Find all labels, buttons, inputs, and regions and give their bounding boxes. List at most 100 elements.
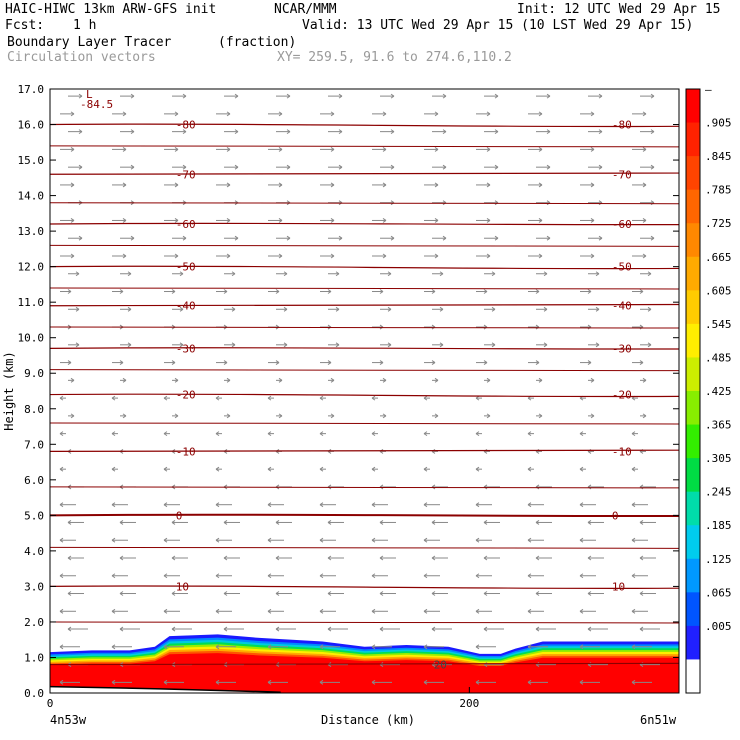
vector-arrow: [372, 182, 387, 188]
colorbar-swatch: [686, 189, 700, 224]
vector-arrow: [172, 342, 184, 348]
vector-arrow: [224, 413, 231, 419]
colorbar-swatch: [686, 659, 700, 694]
fcst-label: Fcst:: [5, 18, 45, 33]
colorbar-label: .605: [705, 284, 732, 297]
y-tick-label: 15.0: [18, 154, 45, 167]
y-tick-label: 13.0: [18, 225, 45, 238]
isotherm-label: -50: [612, 261, 632, 274]
vector-arrow: [328, 377, 335, 383]
vector-arrow: [640, 93, 655, 99]
vector-arrow: [120, 93, 135, 99]
vector-arrow: [319, 431, 326, 437]
tracer-band-8: [50, 653, 679, 693]
vector-arrow: [580, 146, 595, 152]
vector-arrow: [632, 360, 644, 365]
vector-arrow: [372, 289, 384, 294]
vector-arrow: [276, 342, 288, 348]
colorbar-label: .545: [705, 318, 732, 331]
vector-arrow: [528, 360, 540, 365]
vector-arrow: [328, 342, 340, 348]
vector-arrow: [224, 129, 239, 135]
isotherm-label: -10: [176, 445, 196, 458]
vector-arrow: [424, 360, 436, 365]
vector-arrow: [111, 466, 118, 472]
vector-arrow: [476, 111, 491, 117]
isotherm-line: [49, 621, 680, 624]
vector-arrow: [215, 644, 236, 650]
vector-arrow: [371, 395, 378, 401]
init-time: Init: 12 UTC Wed 29 Apr 15: [517, 2, 721, 17]
model-title: HAIC-HIWC 13km ARW-GFS init: [5, 2, 217, 17]
vector-arrow: [632, 218, 647, 223]
vector-arrow: [111, 573, 128, 579]
vector-arrow: [483, 626, 504, 632]
vector-arrow: [112, 218, 127, 223]
vector-arrow: [579, 502, 596, 508]
vector-arrow: [380, 200, 395, 206]
fcst-value: 1 h: [73, 18, 97, 33]
vector-arrow: [163, 431, 170, 437]
vector-arrow: [163, 644, 184, 650]
vector-arrow: [268, 253, 283, 259]
isotherm-line: [49, 145, 680, 148]
vector-arrow: [119, 520, 136, 525]
vector-arrow: [431, 448, 438, 454]
vector-arrow: [327, 591, 344, 596]
vector-arrow: [588, 235, 603, 241]
isotherm-line: [49, 202, 680, 205]
y-tick-label: 4.0: [24, 545, 44, 558]
vector-arrow: [431, 484, 448, 490]
vector-arrow: [320, 360, 332, 365]
vector-arrow: [639, 626, 660, 632]
vector-arrow: [328, 271, 340, 277]
vector-arrow: [640, 235, 655, 241]
vector-arrow: [120, 342, 132, 348]
colorbar-swatch: [686, 625, 700, 660]
vector-arrow: [475, 395, 482, 401]
vector-arrow: [111, 431, 118, 437]
isotherm-label: -20: [612, 389, 632, 402]
isotherm-line: [49, 546, 680, 549]
colorbar-label: .365: [705, 419, 732, 432]
colorbar-swatch: [686, 424, 700, 459]
vector-arrow: [424, 146, 439, 152]
vector-arrow: [320, 182, 335, 188]
vector-arrow: [268, 218, 283, 223]
vector-arrow: [632, 289, 644, 294]
vector-arrow: [639, 555, 656, 561]
vector-arrow: [120, 413, 127, 419]
vector-arrow: [432, 271, 444, 277]
vectors-label: Circulation vectors: [7, 50, 156, 65]
vector-arrow: [476, 360, 488, 365]
vector-arrow: [163, 608, 180, 614]
vector-arrow: [319, 608, 336, 614]
y-tick-label: 1.0: [24, 651, 44, 664]
vector-arrow: [267, 395, 274, 401]
vector-arrow: [527, 466, 534, 472]
vector-arrow: [424, 324, 436, 330]
vector-arrow: [579, 431, 586, 437]
vector-arrow: [639, 591, 656, 596]
vector-arrow: [588, 93, 603, 99]
vector-arrow: [60, 360, 72, 365]
y-tick-label: 0.0: [24, 687, 44, 700]
vector-arrow: [112, 253, 127, 259]
vector-arrow: [483, 591, 500, 596]
colorbar-label: .665: [705, 251, 732, 264]
vector-arrow: [640, 271, 652, 277]
vector-arrow: [640, 129, 655, 135]
vector-arrow: [423, 395, 430, 401]
colorbar-swatch: [686, 323, 700, 358]
vector-arrow: [171, 626, 192, 632]
y-tick-label: 12.0: [18, 261, 45, 274]
field-name: Boundary Layer Tracer: [7, 35, 172, 50]
isotherm-label: -60: [176, 218, 196, 231]
isotherm-label: 10: [612, 580, 625, 593]
vector-arrow: [275, 555, 292, 561]
vector-arrow: [111, 502, 128, 508]
vector-arrow: [588, 377, 595, 383]
isotherm-line: [49, 449, 680, 452]
isotherm-line: [49, 287, 680, 290]
vector-arrow: [372, 218, 387, 223]
